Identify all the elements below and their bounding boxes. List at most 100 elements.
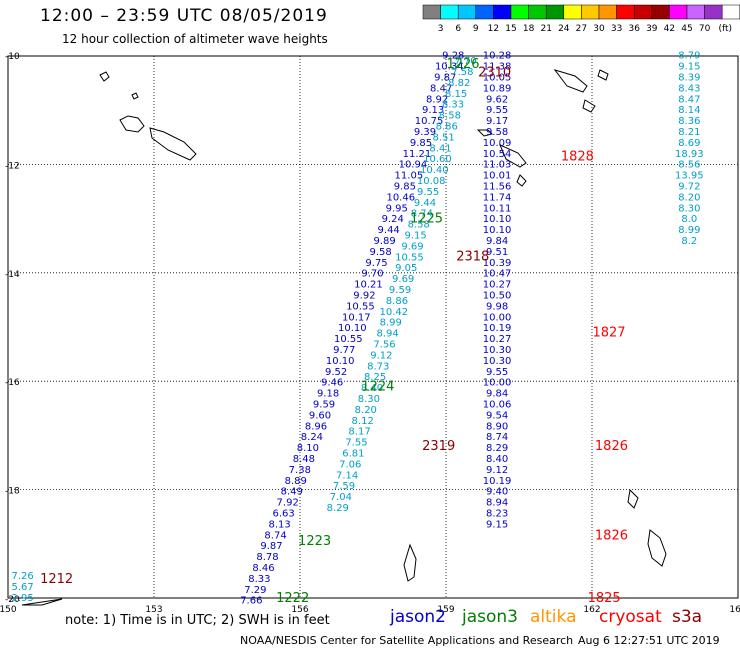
pass-time-label: 1212	[40, 572, 73, 587]
wave-height-value: 8.94	[486, 498, 508, 509]
island-outline	[476, 129, 493, 137]
wave-height-value: 5.67	[11, 582, 33, 593]
color-scale-bar: 3 6 9 12 15 18 21 24 27 30 33 36 39 42 45 70 (ft)	[422, 4, 740, 34]
wave-height-value: 8.58	[408, 220, 430, 231]
wave-height-value: 10.30	[483, 345, 512, 356]
pass-time-label: 1826	[595, 529, 628, 544]
wave-height-value: 9.70	[361, 269, 383, 280]
wave-height-value: 10.30	[483, 356, 512, 367]
scale-tick-label: 45	[681, 24, 692, 34]
island-outline	[21, 598, 63, 606]
wave-height-value: 8.90	[486, 421, 508, 432]
wave-height-value: 9.85	[394, 182, 416, 193]
scale-tick-label: 6	[455, 24, 461, 34]
island-outline	[553, 69, 588, 93]
wave-height-value: 8.46	[252, 563, 274, 574]
wave-height-value: 9.87	[260, 541, 282, 552]
wave-height-value: 8.23	[486, 509, 508, 520]
wave-height-value: 7.06	[339, 459, 361, 470]
wave-height-value: 9.12	[486, 465, 508, 476]
wave-height-value: 9.15	[404, 231, 426, 242]
wave-height-value: 8.2	[681, 236, 697, 247]
map-title: 12:00 – 23:59 UTC 08/05/2019	[40, 6, 328, 26]
wave-height-value: 8.40	[361, 383, 383, 394]
wave-height-value: 8.86	[386, 296, 408, 307]
wave-height-value: 11.21	[403, 149, 432, 160]
wave-height-value: 10.55	[346, 301, 375, 312]
wave-height-value: 8.12	[352, 416, 374, 427]
wave-height-value: 8.36	[678, 116, 700, 127]
wave-height-value: 8.48	[293, 454, 315, 465]
pass-time-label: 1826	[595, 439, 628, 454]
wave-height-value: 9.46	[321, 378, 343, 389]
wave-height-value: 9.98	[486, 301, 508, 312]
wave-height-value: 8.74	[486, 432, 508, 443]
wave-height-value: 9.87	[434, 73, 456, 84]
wave-height-value: 8.86	[436, 122, 458, 133]
wave-height-value: 10.54	[483, 149, 512, 160]
wave-height-value: 10.28	[483, 51, 512, 62]
units-note: note: 1) Time is in UTC; 2) SWH is in fe…	[65, 613, 330, 628]
island-outline	[99, 71, 110, 82]
wave-height-value: 7.29	[244, 585, 266, 596]
scale-tick-label: 15	[505, 24, 516, 34]
scale-tick-label: 24	[558, 24, 570, 34]
wave-height-value: 8.99	[380, 318, 402, 329]
wave-height-value: 18.93	[675, 149, 704, 160]
wave-height-value: 9.15	[678, 62, 700, 73]
wave-height-value: 9.92	[353, 291, 375, 302]
wave-height-value: 8.56	[678, 160, 700, 171]
wave-height-value: 10.09	[483, 138, 512, 149]
wave-height-value: 11.56	[483, 182, 512, 193]
legend-s3a: s3a	[672, 607, 703, 627]
lon-tick-label: 150	[0, 605, 17, 615]
wave-height-value: 8.30	[678, 203, 700, 214]
lon-tick-label: 162	[583, 605, 600, 615]
wave-height-value: 10.19	[483, 476, 512, 487]
wave-height-value: 9.84	[486, 236, 508, 247]
wave-height-value: 10.27	[483, 280, 512, 291]
lon-tick-label: 153	[145, 605, 162, 615]
wave-height-value: 9.85	[410, 138, 432, 149]
island-outline	[627, 488, 639, 509]
map-frame	[7, 55, 739, 599]
wave-height-value: 9.55	[486, 105, 508, 116]
wave-height-value: 8.43	[678, 83, 700, 94]
legend-jason3: jason3	[462, 607, 518, 627]
island-outline	[582, 99, 596, 113]
wave-height-value: 8.73	[367, 361, 389, 372]
wave-height-value: 9.55	[486, 367, 508, 378]
wave-height-value: 9.58	[486, 127, 508, 138]
wave-height-value: 8.58	[439, 111, 461, 122]
wave-height-value: 10.00	[483, 312, 512, 323]
wave-height-value: 7.04	[330, 492, 352, 503]
lat-tick-label: -10	[5, 52, 20, 62]
island-outline	[647, 529, 667, 567]
wave-height-value: 10.50	[483, 291, 512, 302]
wave-height-value: 9.17	[486, 116, 508, 127]
wave-height-value: 7.59	[333, 481, 355, 492]
wave-height-value: 9.51	[486, 247, 508, 258]
wave-height-value: 8.41	[429, 143, 451, 154]
wave-height-value: 8.17	[348, 427, 370, 438]
legend-jason2: jason2	[390, 607, 446, 627]
wave-height-value: 9.84	[486, 389, 508, 400]
wave-height-value: 8.47	[678, 94, 700, 105]
wave-height-values: 9.2810.349.878.478.929.1310.759.399.8511…	[11, 51, 703, 607]
wave-height-value: 9.59	[313, 400, 335, 411]
wave-height-value: 9.44	[378, 225, 400, 236]
wave-height-value: 9.58	[369, 247, 391, 258]
wave-height-value: 10.17	[342, 312, 371, 323]
lat-tick-label: -18	[5, 487, 20, 497]
legend-altika: altika	[530, 607, 577, 627]
wave-height-value: 8.21	[678, 127, 700, 138]
wave-height-value: 9.13	[422, 105, 444, 116]
wave-height-value: 10.06	[483, 400, 512, 411]
wave-height-value: 10.75	[415, 116, 444, 127]
pass-time-label: 2318	[456, 250, 489, 265]
lon-tick-label: 156	[291, 605, 308, 615]
wave-height-value: 7.14	[336, 470, 358, 481]
wave-height-value: 9.60	[309, 410, 331, 421]
scale-unit: (ft)	[718, 24, 732, 34]
scale-tick-label: 33	[611, 24, 622, 34]
